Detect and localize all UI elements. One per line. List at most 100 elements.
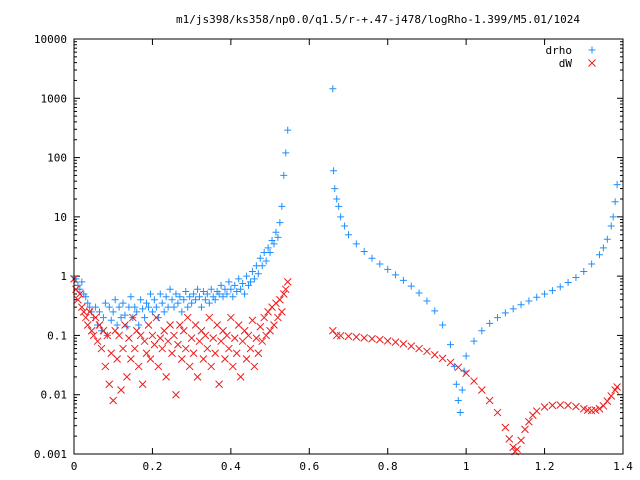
y-tick-label: 10 <box>54 211 67 224</box>
data-point <box>95 321 104 329</box>
data-point <box>182 288 190 296</box>
data-point <box>250 362 259 371</box>
data-point <box>335 202 343 210</box>
data-point <box>505 435 514 443</box>
data-point <box>352 333 361 341</box>
data-point <box>341 222 349 230</box>
data-point <box>423 347 431 356</box>
data-point <box>83 321 92 329</box>
data-point <box>176 321 184 329</box>
y-tick-label: 0.1 <box>47 329 67 342</box>
data-point <box>105 303 113 311</box>
data-point <box>127 355 135 363</box>
data-point <box>478 327 486 335</box>
data-point <box>154 362 163 371</box>
data-point <box>160 308 168 316</box>
data-point <box>101 362 110 371</box>
data-point <box>146 355 155 363</box>
data-point <box>239 280 247 288</box>
data-point <box>119 299 127 307</box>
data-point <box>462 352 470 360</box>
data-point <box>454 363 463 372</box>
data-point <box>207 362 216 371</box>
data-point <box>509 305 517 313</box>
data-point <box>82 293 90 301</box>
data-point <box>345 231 352 239</box>
series-dW <box>70 275 621 456</box>
chart-title: m1/js398/ks358/np0.0/q1.5/r-+.47-j478/lo… <box>176 13 580 26</box>
data-point <box>360 248 368 256</box>
data-point <box>276 295 284 304</box>
data-point <box>221 285 229 293</box>
data-point <box>119 344 127 353</box>
data-point <box>266 249 274 257</box>
data-point <box>205 299 213 307</box>
data-point <box>221 355 229 363</box>
data-point <box>595 404 604 413</box>
data-point <box>186 293 194 301</box>
data-point <box>174 299 182 307</box>
data-point <box>262 257 270 265</box>
data-point <box>450 362 458 370</box>
data-point <box>572 273 580 281</box>
data-point <box>501 309 509 317</box>
data-point <box>277 307 286 316</box>
data-point <box>252 262 260 270</box>
data-point <box>125 303 133 311</box>
data-point <box>123 373 131 381</box>
data-point <box>91 313 100 322</box>
data-point <box>225 344 233 353</box>
data-point <box>415 344 423 353</box>
data-point <box>493 408 502 417</box>
data-point <box>76 290 84 298</box>
data-point <box>93 337 102 346</box>
data-point <box>150 340 159 349</box>
data-point <box>211 349 220 358</box>
data-point <box>172 290 180 298</box>
data-point <box>152 303 160 311</box>
data-point <box>146 290 154 298</box>
data-point <box>99 314 107 322</box>
data-point <box>156 334 165 342</box>
data-point <box>95 308 103 316</box>
data-point <box>144 321 153 329</box>
x-tick-label: 0.2 <box>142 460 162 473</box>
data-point <box>458 386 466 394</box>
data-point <box>556 401 565 409</box>
data-point <box>509 443 518 452</box>
data-point <box>399 276 407 284</box>
data-point <box>219 293 227 301</box>
data-point <box>525 297 533 305</box>
data-point <box>252 334 261 342</box>
data-point <box>595 251 603 259</box>
plot-frame <box>73 38 624 455</box>
data-point <box>613 181 621 189</box>
data-point <box>195 293 203 301</box>
x-tick-label: 1.4 <box>613 460 633 473</box>
data-point <box>117 314 125 322</box>
data-point <box>454 396 462 404</box>
data-point <box>368 254 376 262</box>
data-point <box>548 287 556 295</box>
data-point <box>184 303 192 311</box>
data-point <box>188 299 196 307</box>
data-point <box>279 290 288 298</box>
legend-marker <box>588 46 596 54</box>
data-point <box>113 355 121 363</box>
x-tick-label: 1.2 <box>535 460 555 473</box>
data-point <box>270 321 278 329</box>
data-point <box>86 303 94 311</box>
data-point <box>79 307 88 316</box>
y-tick-label: 0.001 <box>34 448 67 461</box>
data-point <box>599 244 607 252</box>
data-point <box>148 331 157 340</box>
data-point <box>170 331 178 340</box>
data-point <box>138 380 147 389</box>
data-point <box>143 299 151 307</box>
data-point <box>197 326 206 335</box>
data-point <box>219 326 227 335</box>
data-point <box>446 358 455 367</box>
data-point <box>111 326 120 335</box>
data-point <box>176 293 184 301</box>
series-drho <box>70 85 621 417</box>
